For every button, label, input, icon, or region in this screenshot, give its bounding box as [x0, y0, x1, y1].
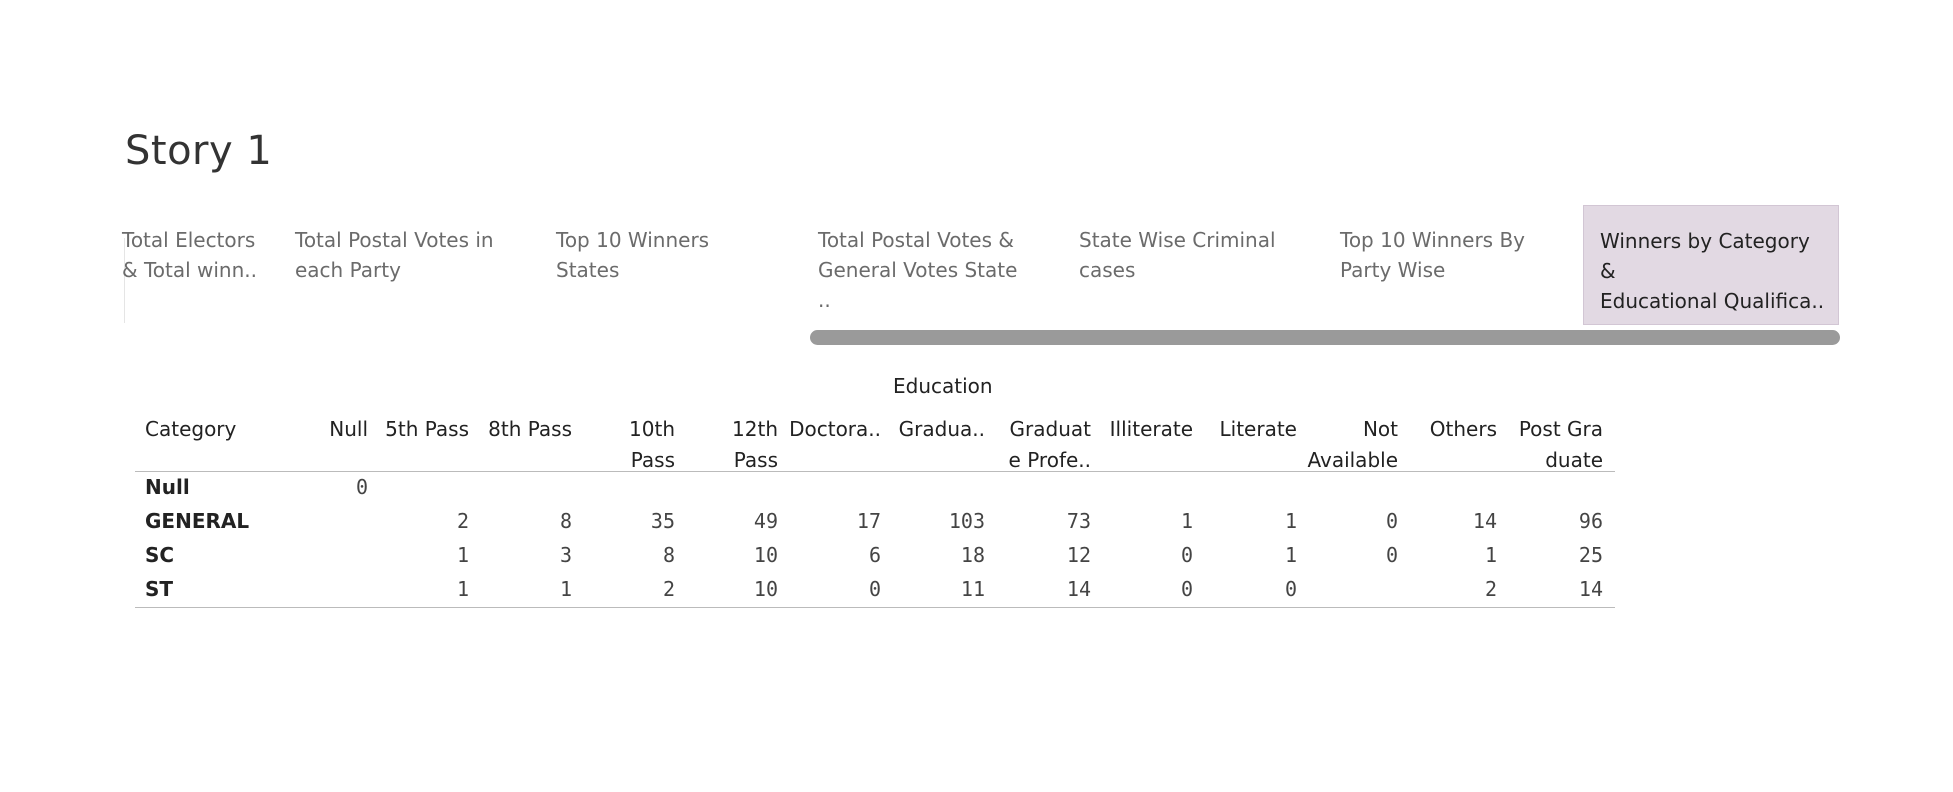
table-cell: 0: [1385, 543, 1398, 567]
row-label: ST: [145, 577, 174, 601]
table-cell: 17: [856, 509, 881, 533]
story-tabs: Total Electors & Total winn.. Total Posta…: [0, 205, 1953, 335]
table-cell: 0: [868, 577, 881, 601]
column-group-header: Education: [893, 374, 993, 398]
tab-total-postal-votes[interactable]: Total Postal Votes in each Party: [285, 205, 515, 325]
tab-state-criminal-cases[interactable]: State Wise Criminal cases: [1069, 205, 1299, 325]
table-cell: 2: [662, 577, 675, 601]
row-label: Null: [145, 475, 190, 499]
column-header: Literate: [1219, 417, 1297, 441]
tab-label: State Wise Criminal cases: [1079, 228, 1276, 282]
column-header: 5th Pass: [385, 417, 469, 441]
column-header: Post Gra duate: [1518, 417, 1603, 472]
table-cell: 96: [1578, 509, 1603, 533]
tab-label: Total Postal Votes & General Votes State…: [818, 228, 1018, 312]
tabs-scrollbar[interactable]: [810, 330, 1840, 345]
table-cell: 8: [662, 543, 675, 567]
table-cell: 25: [1578, 543, 1603, 567]
table-cell: 10: [753, 577, 778, 601]
table-cell: 18: [960, 543, 985, 567]
column-header: 8th Pass: [488, 417, 572, 441]
table-cell: 12: [1066, 543, 1091, 567]
table-cell: 3: [559, 543, 572, 567]
tab-label: Top 10 Winners States: [556, 228, 710, 282]
column-header: 10th Pass: [629, 417, 675, 472]
table-row: GENERAL 2 8 35 49 17 103 73 1 1 0 14 96: [135, 507, 1615, 541]
story-title: Story 1: [125, 128, 273, 174]
column-header: Graduat e Profe..: [1008, 417, 1091, 472]
column-header: Others: [1429, 417, 1497, 441]
table-cell: 10: [753, 543, 778, 567]
crosstab: Education Category Null 5th Pass 8th Pass 1…: [135, 370, 1615, 620]
table-cell: 0: [1284, 577, 1297, 601]
table-cell: 1: [1180, 509, 1193, 533]
tab-label: Top 10 Winners By Party Wise: [1340, 228, 1526, 282]
table-cell: 1: [1284, 543, 1297, 567]
tab-label: Total Electors & Total winn..: [122, 228, 257, 282]
table-cell: 1: [456, 543, 469, 567]
table-cell: 14: [1066, 577, 1091, 601]
table-cell: 0: [355, 475, 368, 499]
tab-postal-general-votes[interactable]: Total Postal Votes & General Votes State…: [808, 205, 1038, 325]
table-cell: 14: [1472, 509, 1497, 533]
column-header: Null: [329, 417, 368, 441]
column-header: 12th Pass: [732, 417, 778, 472]
tab-label: Total Postal Votes in each Party: [295, 228, 494, 282]
column-header: Illiterate: [1109, 417, 1193, 441]
table-cell: 103: [948, 509, 985, 533]
table-cell: 14: [1578, 577, 1603, 601]
table-cell: 35: [650, 509, 675, 533]
column-header: Doctora..: [789, 417, 881, 441]
tab-top-10-winners-party[interactable]: Top 10 Winners By Party Wise: [1330, 205, 1560, 325]
table-row: ST 1 1 2 10 0 11 14 0 0 2 14: [135, 575, 1615, 609]
table-cell: 8: [559, 509, 572, 533]
table-cell: 0: [1385, 509, 1398, 533]
table-row: SC 1 3 8 10 6 18 12 0 1 0 1 25: [135, 541, 1615, 575]
row-label: SC: [145, 543, 175, 567]
row-label: GENERAL: [145, 509, 250, 533]
tab-top-10-winners-states[interactable]: Top 10 Winners States: [546, 205, 776, 325]
table-cell: 2: [1484, 577, 1497, 601]
column-header: Gradua..: [898, 417, 985, 441]
table-cell: 1: [1484, 543, 1497, 567]
header-divider: [135, 471, 1615, 472]
table-bottom-divider: [135, 607, 1615, 608]
table-row: Null 0: [135, 473, 1615, 507]
table-cell: 1: [456, 577, 469, 601]
table-cell: 73: [1066, 509, 1091, 533]
tab-divider: [124, 238, 125, 323]
table-cell: 6: [868, 543, 881, 567]
tab-label: Winners by Category & Educational Qualif…: [1600, 229, 1825, 313]
table-cell: 49: [753, 509, 778, 533]
table-cell: 1: [1284, 509, 1297, 533]
table-cell: 11: [960, 577, 985, 601]
tab-winners-category-education[interactable]: Winners by Category & Educational Qualif…: [1583, 205, 1839, 325]
table-cell: 1: [559, 577, 572, 601]
table-cell: 2: [456, 509, 469, 533]
column-header: Not Available: [1307, 417, 1398, 472]
tab-total-electors[interactable]: Total Electors & Total winn..: [112, 205, 277, 325]
table-cell: 0: [1180, 577, 1193, 601]
row-header: Category: [145, 417, 237, 441]
table-cell: 0: [1180, 543, 1193, 567]
